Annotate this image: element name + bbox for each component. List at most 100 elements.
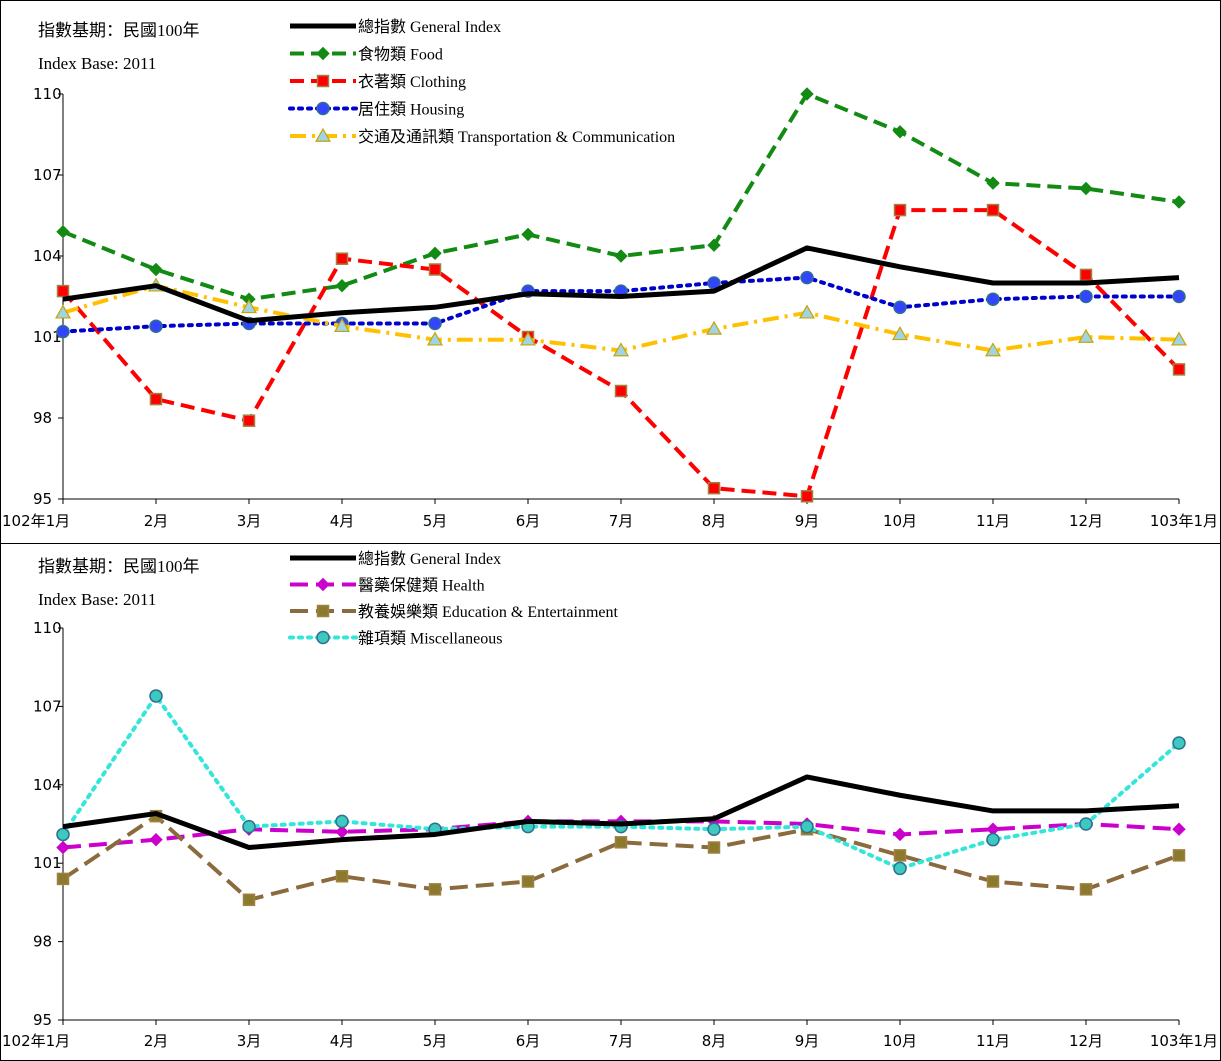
y-tick-label: 98 [33,933,52,951]
x-tick-label: 8月 [702,512,727,530]
legend-label-housing: 居住類 Housing [358,101,464,119]
point-education [242,893,256,907]
x-tick-label: 8月 [702,1032,727,1050]
x-tick-label: 11月 [976,1032,1010,1050]
y-tick-label: 95 [33,490,52,508]
line-general [62,774,1180,851]
point-clothing [893,203,907,217]
point-clothing [614,384,628,398]
point-transport [426,331,444,346]
point-transport [705,320,723,335]
point-food [149,262,163,277]
legend-label-health: 醫藥保健類 Health [358,577,485,595]
x-tick-label: 3月 [237,1032,262,1050]
point-misc [335,814,349,829]
top-chart-frame [0,0,1221,544]
point-food [428,246,442,261]
legend-label-general: 總指數 General Index [358,18,501,36]
point-housing [1172,289,1186,304]
point-food [1079,181,1093,196]
y-tick-label: 101 [33,328,62,346]
point-housing [1079,289,1093,304]
y-tick-label: 104 [33,776,62,794]
point-education [893,849,907,862]
series-food [56,87,1186,306]
x-tick-label: 9月 [795,512,820,530]
top-index-base-note-en: Index Base: 2011 [38,54,156,73]
y-tick-label: 98 [33,409,52,427]
legend-marker-health [316,577,330,592]
point-misc [1079,817,1093,831]
point-transport [612,342,630,357]
legend-entry-housing: 居住類 Housing [288,101,464,119]
point-education [1079,883,1093,896]
point-clothing [1079,268,1093,282]
x-tick-label: 103年1月 [1150,512,1218,530]
y-tick-label: 107 [33,166,62,184]
point-food [614,249,628,263]
point-food [335,278,349,293]
point-education [56,872,70,886]
point-food [893,125,907,139]
point-clothing [800,490,814,503]
point-misc [1172,736,1186,750]
point-education [428,883,442,896]
bottom-chart-plot: 95 98 101 104 107 110 102年1月 2月 3月 4月 5月 6月 7月 8月 9月 10… [2,550,1218,1050]
top-chart-plot: 95 98 101 104 107 110 102年1月 2月 3月 4月 5月 6月 7月 8月 9月 10… [2,18,1218,530]
x-tick-label: 102年1月 [2,1032,70,1050]
x-tick-label: 5月 [423,512,448,530]
legend: 總指數 General Index 醫藥保健類 Health 教養娛樂類 Educa… [288,550,619,648]
y-tick-label: 110 [33,85,62,103]
x-tick-label: 12月 [1069,512,1103,530]
point-clothing [335,252,349,265]
point-housing [428,316,442,331]
point-housing [149,319,163,333]
point-clothing [1172,363,1186,376]
point-food [800,87,814,101]
point-education [335,870,349,883]
point-transport [333,317,351,333]
bottom-index-base-note-zh: 指數基期：民國100年 [38,557,200,576]
legend-label-education: 教養娛樂類 Education & Entertainment [358,603,619,621]
x-tick-label: 12月 [1069,1032,1103,1050]
x-tick-label: 11月 [976,512,1010,530]
point-clothing [242,414,256,427]
y-tick-label: 104 [33,247,62,265]
point-clothing [986,203,1000,217]
x-tick-label: 4月 [330,512,355,530]
point-transport [891,326,909,341]
y-tick-label: 107 [33,697,62,715]
point-transport [984,342,1002,357]
legend-entry-education: 教養娛樂類 Education & Entertainment [290,603,619,621]
x-tick-label: 3月 [237,512,262,530]
point-education [707,841,721,854]
point-misc [893,861,907,876]
x-tick-label: 7月 [609,512,634,530]
y-tick-label: 101 [33,854,62,872]
point-health [1172,822,1186,836]
series-transport [54,277,1188,357]
series-general [62,774,1180,851]
point-food [521,227,535,242]
point-food [986,176,1000,190]
line-food [62,92,1180,302]
legend-marker-transport [314,127,332,142]
point-education [986,875,1000,888]
y-tick-label: 110 [33,619,62,637]
legend-marker-education [316,604,330,618]
point-education [614,836,628,849]
x-tick-label: 10月 [883,1032,917,1050]
point-housing [986,292,1000,306]
point-food [1172,195,1186,209]
x-tick-label: 103年1月 [1150,1032,1218,1050]
legend-label-transport: 交通及通訊類 Transportation & Communication [358,128,675,146]
legend-entry-misc: 雜項類 Miscellaneous [288,630,502,648]
x-tick-label: 5月 [423,1032,448,1050]
point-transport [519,331,537,346]
point-misc [56,827,70,842]
legend-label-general: 總指數 General Index [358,550,501,568]
point-housing [893,300,907,315]
x-tick-label: 4月 [330,1032,355,1050]
legend-label-misc: 雜項類 Miscellaneous [358,630,502,648]
